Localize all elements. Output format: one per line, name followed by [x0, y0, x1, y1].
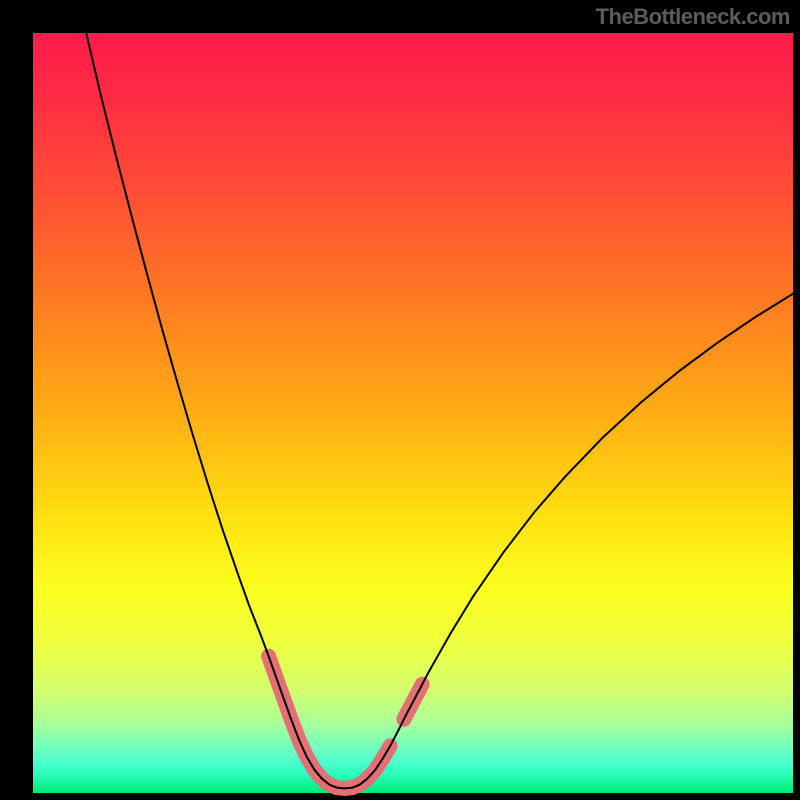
plot-background — [33, 33, 793, 793]
chart-container: TheBottleneck.com — [0, 0, 800, 800]
bottleneck-chart — [0, 0, 800, 800]
watermark-text: TheBottleneck.com — [596, 4, 790, 30]
